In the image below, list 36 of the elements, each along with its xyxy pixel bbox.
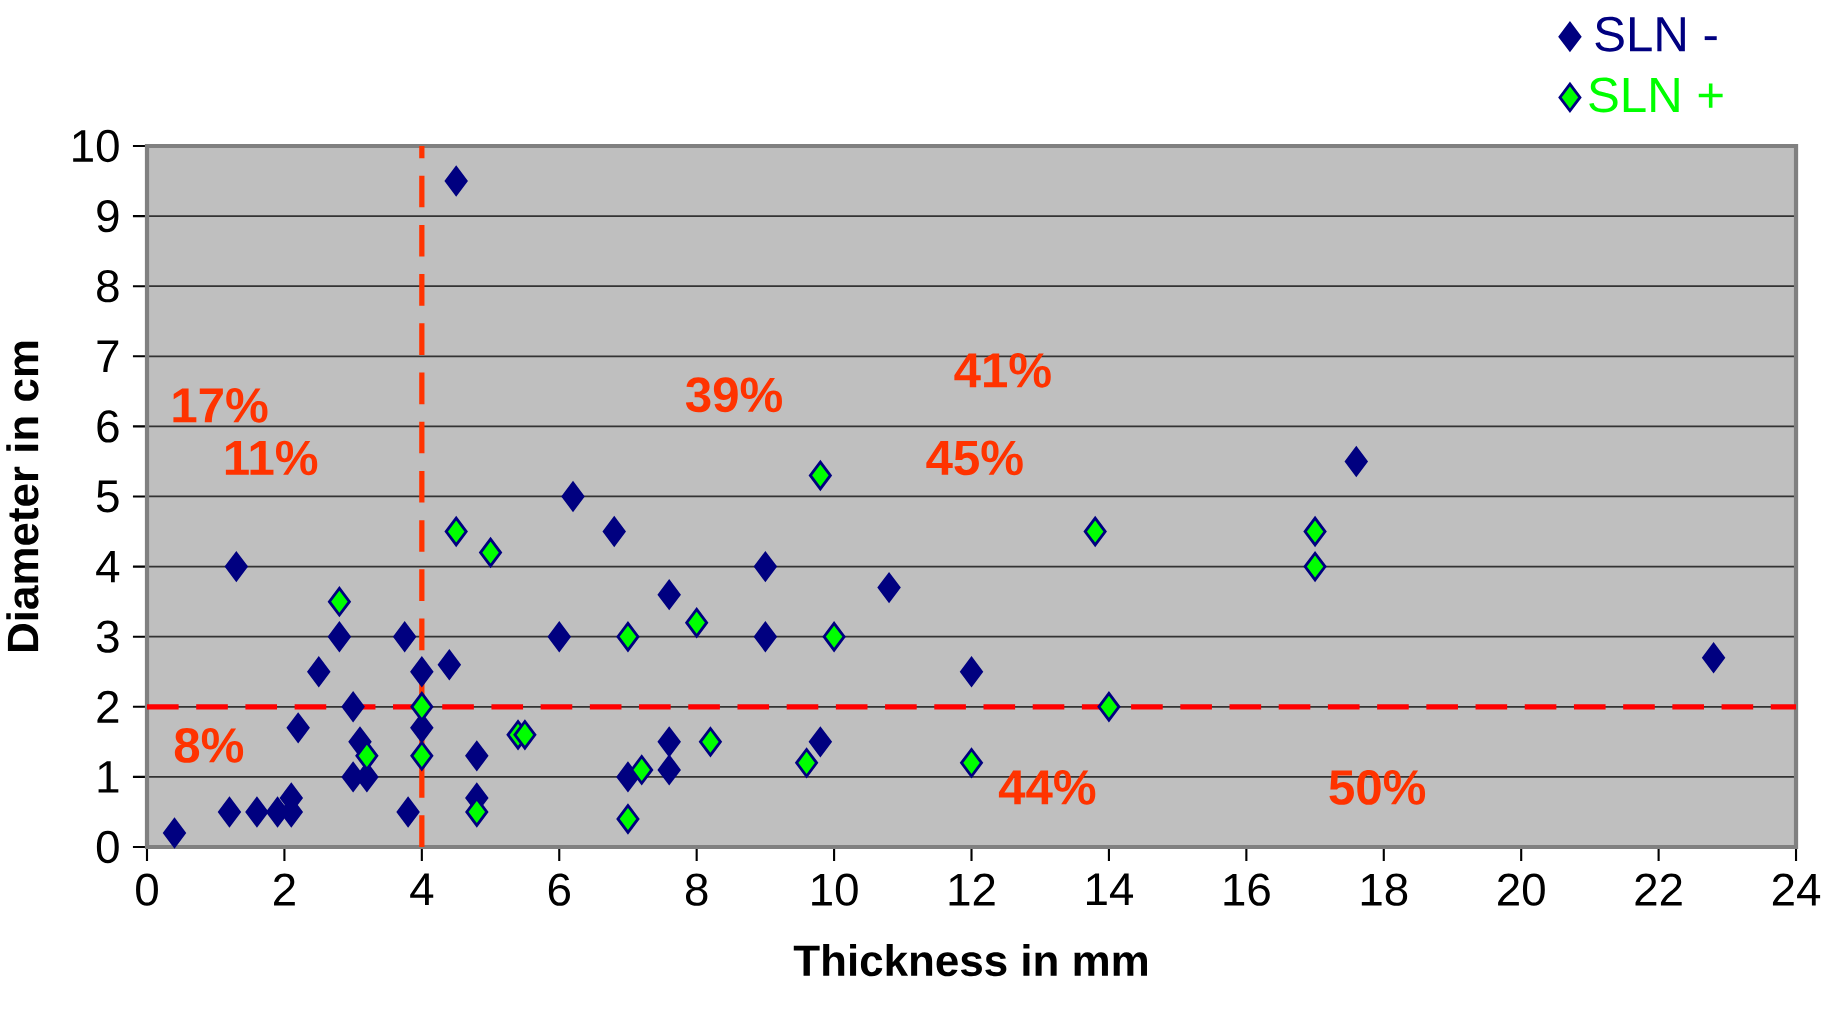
y-tick-label: 1 xyxy=(98,761,119,793)
x-tick-label: 10 xyxy=(812,873,858,906)
y-tick-label: 10 xyxy=(73,129,119,163)
x-tick-label: 8 xyxy=(685,873,708,906)
annotation: 45% xyxy=(926,440,1023,476)
y-tick-label: 9 xyxy=(97,199,119,233)
legend-label: SLN + xyxy=(1589,77,1723,113)
x-tick-label: 6 xyxy=(548,873,570,906)
y-tick-label: 7 xyxy=(97,340,119,373)
y-tick-label: 0 xyxy=(96,830,119,864)
annotation: 50% xyxy=(1329,769,1426,805)
x-tick-label: 16 xyxy=(1224,873,1270,906)
annotation: 41% xyxy=(954,353,1051,388)
legend-label: SLN - xyxy=(1595,16,1717,52)
x-tick-label: 22 xyxy=(1635,873,1682,906)
x-tick-label: 20 xyxy=(1498,873,1545,906)
annotation: 17% xyxy=(173,388,268,423)
annotation: 11% xyxy=(225,440,318,476)
x-tick-label: 4 xyxy=(410,873,434,905)
x-tick-label: 18 xyxy=(1361,873,1408,906)
annotation: 39% xyxy=(685,377,782,413)
x-axis-title: Thickness in mm xyxy=(793,943,1147,977)
y-tick-label: 6 xyxy=(97,410,119,443)
y-axis-title: Diameter in cm xyxy=(6,341,39,652)
annotation: 8% xyxy=(174,727,244,763)
y-tick-label: 2 xyxy=(97,690,119,723)
x-tick-label: 14 xyxy=(1087,873,1134,905)
y-tick-label: 5 xyxy=(96,480,119,513)
x-tick-label: 0 xyxy=(136,873,158,906)
y-tick-label: 3 xyxy=(96,620,119,653)
y-tick-label: 4 xyxy=(96,550,120,583)
x-tick-label: 2 xyxy=(274,873,295,906)
x-tick-label: 24 xyxy=(1772,873,1821,906)
x-tick-label: 12 xyxy=(949,873,995,906)
annotation: 44% xyxy=(998,770,1096,805)
y-tick-label: 8 xyxy=(97,270,119,303)
